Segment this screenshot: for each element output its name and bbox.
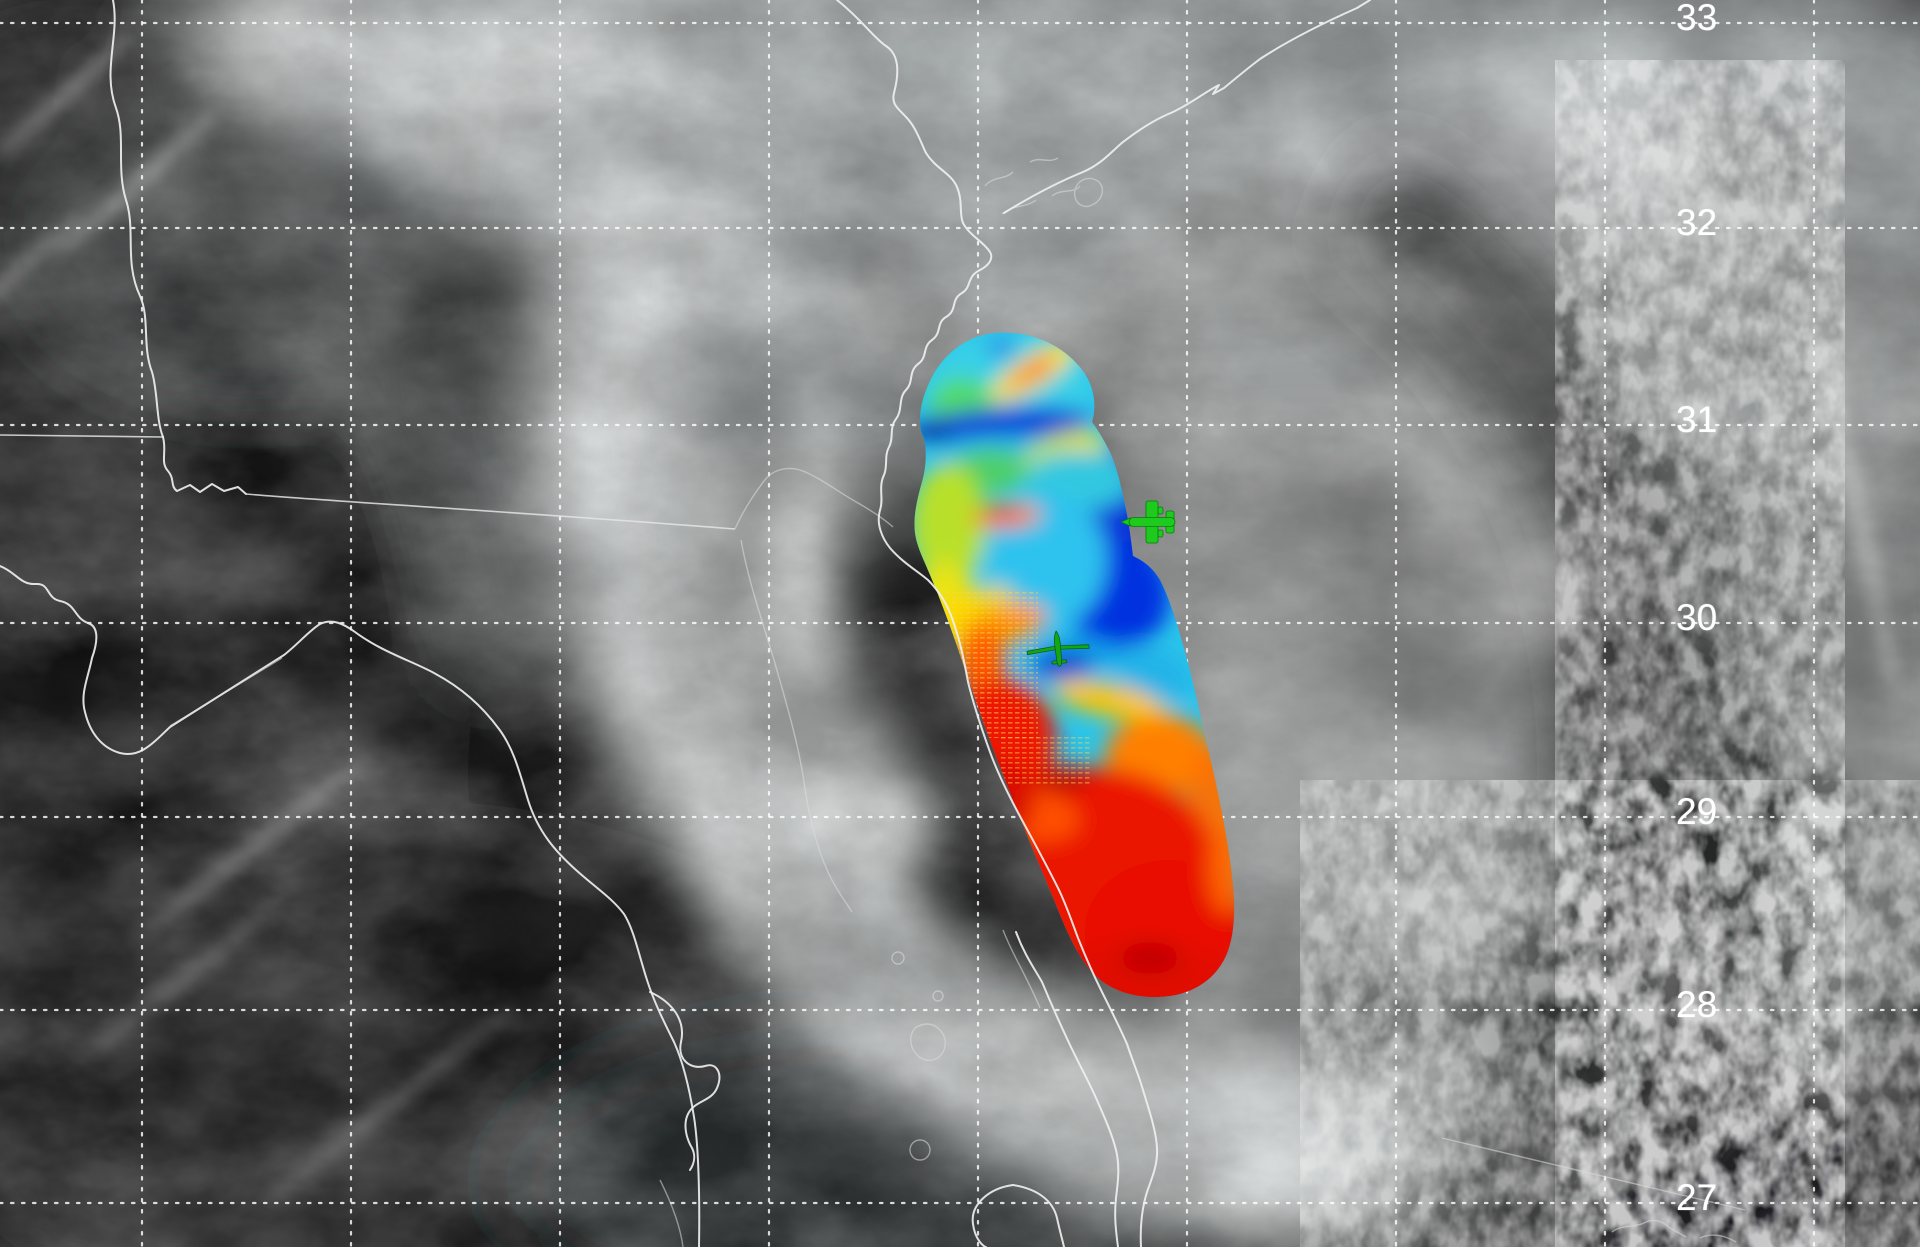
bahamas-islands xyxy=(1611,1219,1737,1243)
latitude-label: 30 xyxy=(1676,597,1718,638)
atlantic-coast xyxy=(836,0,1159,1247)
georgia-alabama-river-border xyxy=(109,0,164,438)
choctawhatchee-spit xyxy=(169,657,283,727)
latitude-label: 27 xyxy=(1676,1177,1718,1218)
latitude-label: 29 xyxy=(1676,791,1718,832)
indian-river-lagoon xyxy=(1015,931,1120,1247)
coastline-overlay xyxy=(0,0,1746,1247)
inland-lakes xyxy=(891,951,946,1161)
fuselage xyxy=(1054,630,1062,667)
latitude-label: 28 xyxy=(1676,984,1718,1025)
lake-george xyxy=(971,1184,1065,1247)
range-line xyxy=(1441,1137,1746,1211)
rain-flag-stipple xyxy=(1000,735,1090,787)
latitude-label: 32 xyxy=(1676,202,1718,243)
st-johns-river xyxy=(740,539,853,913)
st-marys-river xyxy=(734,467,894,530)
engine-nacelle xyxy=(1157,506,1164,515)
carolina-coast xyxy=(1003,0,1371,214)
border-corner-ponds xyxy=(162,436,247,495)
latitude-label: 33 xyxy=(1676,0,1718,38)
aircraft-icon-in-swath xyxy=(1026,630,1090,667)
tampa-bay xyxy=(649,991,721,1171)
alabama-florida-border xyxy=(0,434,164,438)
engine-nacelle xyxy=(1157,529,1164,538)
georgia-sea-islands xyxy=(984,157,1103,215)
aircraft-icon-east xyxy=(1120,500,1176,544)
lagoon-inner-strand xyxy=(1002,929,1041,1009)
fuselage xyxy=(1128,517,1176,527)
gulf-coast xyxy=(0,565,701,1247)
barrier-island-fragment xyxy=(659,1179,684,1247)
florida-georgia-border xyxy=(245,493,736,530)
latitude-label: 31 xyxy=(1676,399,1718,440)
